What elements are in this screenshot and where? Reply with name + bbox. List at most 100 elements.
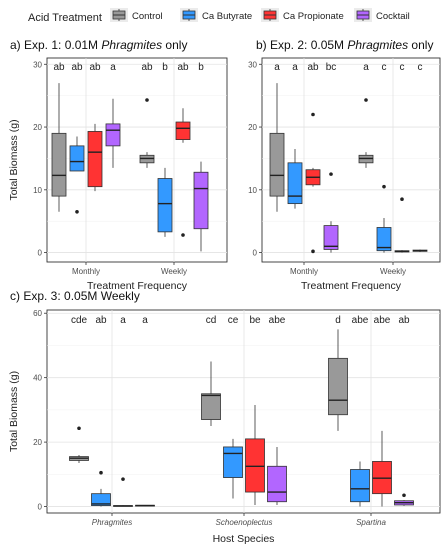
significance-letter: b xyxy=(162,62,168,73)
box-iqr xyxy=(245,438,265,493)
plot-area xyxy=(261,57,441,263)
box-iqr xyxy=(193,171,209,230)
outlier-point xyxy=(329,172,333,176)
box-schoenoplectus-cocktail xyxy=(267,446,287,505)
significance-letter: c xyxy=(400,62,405,73)
box-weekly-ca-butyrate xyxy=(376,184,392,253)
y-tick-label: 20 xyxy=(33,123,42,132)
box-iqr xyxy=(87,131,103,188)
box-monthly-ca-propionate xyxy=(87,123,103,192)
box-iqr xyxy=(328,357,348,416)
x-tick-label: Spartina xyxy=(356,518,386,527)
box-monthly-control xyxy=(51,83,67,212)
box-monthly-ca-butyrate xyxy=(287,149,303,209)
outlier-point xyxy=(99,470,103,475)
panel-title: b) Exp. 2: 0.05M Phragmites only xyxy=(256,38,433,52)
box-iqr xyxy=(287,162,303,205)
box-iqr xyxy=(267,465,287,503)
y-tick-label: 0 xyxy=(253,249,258,258)
outlier-point xyxy=(364,98,368,102)
y-tick-label: 40 xyxy=(33,374,42,383)
box-weekly-ca-propionate xyxy=(394,197,410,253)
significance-letter: cd xyxy=(206,315,217,326)
box-schoenoplectus-control xyxy=(201,361,221,426)
x-tick-label: Phragmites xyxy=(92,518,132,527)
box-iqr xyxy=(91,493,111,506)
legend-label: Ca Butyrate xyxy=(202,11,252,22)
significance-letter: b xyxy=(198,62,204,73)
y-tick-label: 20 xyxy=(33,438,42,447)
x-tick-label: Weekly xyxy=(161,267,187,276)
x-axis-label: Treatment Frequency xyxy=(301,280,402,292)
significance-letter: abe xyxy=(269,315,286,326)
significance-letter: ab xyxy=(398,315,410,326)
box-monthly-ca-propionate xyxy=(305,112,321,254)
box-weekly-cocktail xyxy=(412,249,428,252)
panel-title-part: Phragmites xyxy=(347,38,408,52)
y-axis-label: Total Biomass (g) xyxy=(8,119,20,200)
panel-title-part: a) Exp. 1: 0.01M xyxy=(10,38,101,52)
panel-c: 0 20 40 60 Phragmites Schoenoplectus Spartina c… xyxy=(8,289,441,545)
box-iqr xyxy=(223,446,243,478)
legend-item-2: Ca Propionate xyxy=(261,8,344,22)
significance-letter: ab xyxy=(141,62,153,73)
panel-title-part: only xyxy=(408,38,433,52)
significance-letter: ab xyxy=(53,62,65,73)
y-tick-label: 60 xyxy=(33,309,42,318)
legend-label: Cocktail xyxy=(376,11,410,22)
significance-letter: c xyxy=(418,62,423,73)
box-iqr xyxy=(69,145,85,172)
legend: Acid Treatment Control Ca Butyrate Ca Propi… xyxy=(28,8,410,24)
box-phragmites-ca-butyrate xyxy=(91,470,111,507)
legend-title: Acid Treatment xyxy=(28,12,102,24)
significance-letter: cde xyxy=(71,315,88,326)
significance-letter: d xyxy=(335,315,341,326)
box-monthly-cocktail xyxy=(323,172,339,253)
significance-letter: a xyxy=(110,62,116,73)
box-spartina-control xyxy=(328,329,348,431)
box-iqr xyxy=(376,227,392,252)
legend-item-0: Control xyxy=(110,8,163,22)
box-monthly-ca-butyrate xyxy=(69,136,85,214)
y-tick-label: 0 xyxy=(38,503,43,512)
box-spartina-cocktail xyxy=(394,493,414,506)
significance-letter: be xyxy=(249,315,261,326)
box-iqr xyxy=(51,132,67,197)
box-spartina-ca-butyrate xyxy=(350,461,370,507)
box-iqr xyxy=(269,132,285,197)
significance-letter: ab xyxy=(89,62,101,73)
panel-title: a) Exp. 1: 0.01M Phragmites only xyxy=(10,38,187,52)
panel-title-part: Phragmites xyxy=(101,38,162,52)
box-iqr xyxy=(350,469,370,503)
x-axis-label: Host Species xyxy=(213,533,275,545)
box-weekly-cocktail xyxy=(193,161,209,252)
significance-letter: abe xyxy=(352,315,369,326)
significance-letter: ab xyxy=(95,315,107,326)
panel-title-part: only xyxy=(162,38,187,52)
legend-item-1: Ca Butyrate xyxy=(180,8,252,22)
box-schoenoplectus-ca-butyrate xyxy=(223,438,243,499)
outlier-point xyxy=(77,426,81,431)
y-axis-label: Total Biomass (g) xyxy=(8,371,20,452)
outlier-point xyxy=(145,98,149,102)
significance-letter: a xyxy=(274,62,280,73)
outlier-point xyxy=(402,493,406,498)
panel-title: c) Exp. 3: 0.05M Weekly xyxy=(10,289,140,303)
box-spartina-ca-propionate xyxy=(372,430,392,507)
outlier-point xyxy=(121,477,125,481)
outlier-point xyxy=(75,209,79,214)
outlier-point xyxy=(400,197,404,202)
x-tick-label: Monthly xyxy=(72,267,100,276)
box-iqr xyxy=(323,225,339,250)
significance-letter: c xyxy=(382,62,387,73)
box-weekly-ca-butyrate xyxy=(157,167,173,237)
box-weekly-ca-propionate xyxy=(175,108,191,237)
significance-letter: ce xyxy=(228,315,239,326)
x-tick-label: Schoenoplectus xyxy=(216,518,273,527)
significance-letter: a xyxy=(292,62,298,73)
y-tick-label: 30 xyxy=(33,60,42,69)
box-schoenoplectus-ca-propionate xyxy=(245,405,265,505)
